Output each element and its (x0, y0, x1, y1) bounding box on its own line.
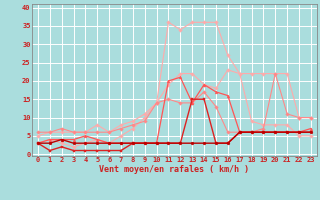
X-axis label: Vent moyen/en rafales ( km/h ): Vent moyen/en rafales ( km/h ) (100, 165, 249, 174)
